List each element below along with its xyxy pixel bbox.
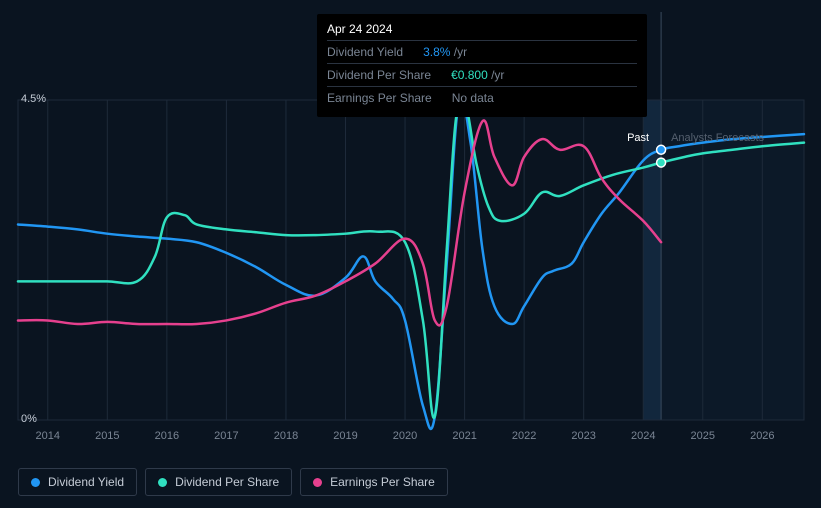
x-axis-label: 2016 [155,430,179,442]
tooltip-row-value: €0.800 [451,68,488,82]
y-axis-label: 4.5% [21,93,46,105]
x-axis-label: 2017 [214,430,238,442]
x-axis-label: 2020 [393,430,417,442]
legend-item-earnings_per_share[interactable]: Earnings Per Share [300,468,448,496]
x-axis-label: 2025 [691,430,715,442]
tooltip-row-value: 3.8% [423,45,450,59]
x-axis-label: 2019 [333,430,357,442]
x-axis-label: 2018 [274,430,298,442]
zone-label-past: Past [627,132,649,144]
legend-item-label: Earnings Per Share [330,475,435,489]
marker-dividend_yield [657,145,666,154]
x-axis-label: 2022 [512,430,536,442]
dividend-chart: Apr 24 2024 Dividend Yield3.8% /yrDivide… [0,0,821,508]
y-axis-label: 0% [21,413,37,425]
tooltip-row: Dividend Per Share €0.800 /yr [327,63,637,86]
tooltip-row-label: Dividend Yield [327,45,403,59]
tooltip-row-label: Dividend Per Share [327,68,431,82]
zone-label-forecast: Analysts Forecasts [671,132,764,144]
tooltip-row: Dividend Yield 3.8% /yr [327,40,637,63]
x-axis-label: 2015 [95,430,119,442]
chart-legend: Dividend Yield Dividend Per Share Earnings… [18,468,448,496]
x-axis-label: 2021 [452,430,476,442]
x-axis-label: 2026 [750,430,774,442]
tooltip-row-unit: /yr [488,68,505,82]
chart-tooltip: Apr 24 2024 Dividend Yield3.8% /yrDivide… [317,14,647,117]
legend-dot-icon [31,478,40,487]
tooltip-rows: Dividend Yield3.8% /yrDividend Per Share… [327,40,637,109]
tooltip-row-value: No data [452,91,494,105]
tooltip-row: Earnings Per Share No data [327,86,637,109]
legend-dot-icon [158,478,167,487]
tooltip-row-label: Earnings Per Share [327,91,432,105]
tooltip-row-unit: /yr [450,45,467,59]
series-earnings_per_share [18,120,661,325]
legend-dot-icon [313,478,322,487]
x-axis-label: 2024 [631,430,655,442]
legend-item-label: Dividend Per Share [175,475,279,489]
x-axis-label: 2014 [36,430,60,442]
marker-dividend_per_share [657,158,666,167]
x-axis-label: 2023 [571,430,595,442]
legend-item-label: Dividend Yield [48,475,124,489]
legend-item-dividend_per_share[interactable]: Dividend Per Share [145,468,292,496]
legend-item-dividend_yield[interactable]: Dividend Yield [18,468,137,496]
tooltip-date: Apr 24 2024 [327,22,637,40]
